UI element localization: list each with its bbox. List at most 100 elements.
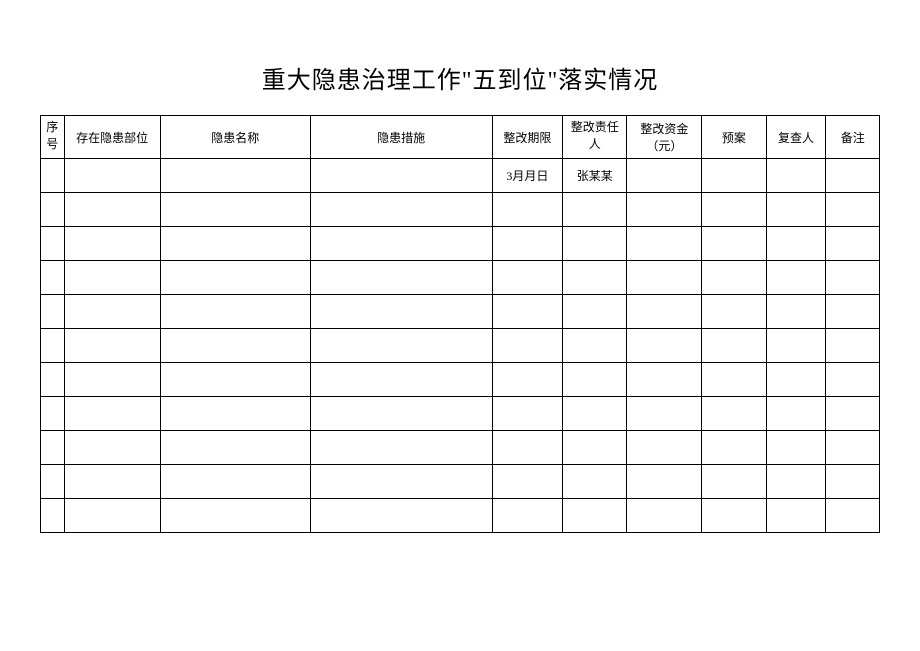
cell-person: 张某某 bbox=[563, 159, 627, 193]
cell-dept bbox=[64, 227, 160, 261]
cell-dept bbox=[64, 193, 160, 227]
table-row bbox=[41, 465, 880, 499]
cell-person bbox=[563, 431, 627, 465]
cell-measure bbox=[310, 499, 492, 533]
cell-person bbox=[563, 193, 627, 227]
cell-deadline bbox=[492, 227, 563, 261]
cell-dept bbox=[64, 295, 160, 329]
cell-fund bbox=[627, 227, 702, 261]
cell-remark bbox=[826, 431, 880, 465]
cell-dept bbox=[64, 159, 160, 193]
cell-reviewer bbox=[766, 159, 826, 193]
cell-measure bbox=[310, 329, 492, 363]
cell-name bbox=[160, 465, 310, 499]
table-header-row: 序号 存在隐患部位 隐患名称 隐患措施 整改期限 整改责任人 整改资金（元） 预… bbox=[41, 116, 880, 159]
cell-fund bbox=[627, 431, 702, 465]
cell-measure bbox=[310, 193, 492, 227]
cell-reviewer bbox=[766, 431, 826, 465]
cell-deadline bbox=[492, 397, 563, 431]
cell-reviewer bbox=[766, 227, 826, 261]
cell-fund bbox=[627, 261, 702, 295]
table-row bbox=[41, 329, 880, 363]
cell-deadline bbox=[492, 295, 563, 329]
cell-seq bbox=[41, 261, 65, 295]
cell-deadline bbox=[492, 329, 563, 363]
table-row: 3月月日张某某 bbox=[41, 159, 880, 193]
cell-dept bbox=[64, 363, 160, 397]
table-row bbox=[41, 193, 880, 227]
table-row bbox=[41, 499, 880, 533]
cell-remark bbox=[826, 193, 880, 227]
cell-seq bbox=[41, 193, 65, 227]
cell-fund bbox=[627, 329, 702, 363]
cell-deadline bbox=[492, 261, 563, 295]
table-row bbox=[41, 261, 880, 295]
cell-seq bbox=[41, 397, 65, 431]
page-title: 重大隐患治理工作"五到位"落实情况 bbox=[40, 60, 880, 95]
cell-fund bbox=[627, 295, 702, 329]
cell-dept bbox=[64, 465, 160, 499]
cell-person bbox=[563, 465, 627, 499]
header-person: 整改责任人 bbox=[563, 116, 627, 159]
table-row bbox=[41, 363, 880, 397]
header-measure: 隐患措施 bbox=[310, 116, 492, 159]
cell-dept bbox=[64, 431, 160, 465]
table-row bbox=[41, 397, 880, 431]
header-dept: 存在隐患部位 bbox=[64, 116, 160, 159]
cell-dept bbox=[64, 329, 160, 363]
header-fund: 整改资金（元） bbox=[627, 116, 702, 159]
cell-person bbox=[563, 227, 627, 261]
cell-deadline bbox=[492, 363, 563, 397]
cell-person bbox=[563, 329, 627, 363]
cell-measure bbox=[310, 431, 492, 465]
cell-person bbox=[563, 499, 627, 533]
table-row bbox=[41, 295, 880, 329]
cell-name bbox=[160, 295, 310, 329]
cell-measure bbox=[310, 363, 492, 397]
cell-plan bbox=[702, 261, 766, 295]
cell-plan bbox=[702, 193, 766, 227]
header-remark: 备注 bbox=[826, 116, 880, 159]
cell-deadline bbox=[492, 499, 563, 533]
cell-remark bbox=[826, 397, 880, 431]
header-deadline: 整改期限 bbox=[492, 116, 563, 159]
cell-name bbox=[160, 227, 310, 261]
cell-plan bbox=[702, 329, 766, 363]
cell-remark bbox=[826, 159, 880, 193]
cell-name bbox=[160, 363, 310, 397]
cell-reviewer bbox=[766, 329, 826, 363]
cell-person bbox=[563, 397, 627, 431]
cell-seq bbox=[41, 431, 65, 465]
cell-fund bbox=[627, 499, 702, 533]
cell-fund bbox=[627, 397, 702, 431]
cell-remark bbox=[826, 499, 880, 533]
cell-plan bbox=[702, 465, 766, 499]
cell-plan bbox=[702, 363, 766, 397]
cell-reviewer bbox=[766, 363, 826, 397]
cell-reviewer bbox=[766, 397, 826, 431]
cell-dept bbox=[64, 499, 160, 533]
cell-name bbox=[160, 499, 310, 533]
cell-dept bbox=[64, 261, 160, 295]
cell-seq bbox=[41, 295, 65, 329]
cell-remark bbox=[826, 465, 880, 499]
cell-remark bbox=[826, 295, 880, 329]
cell-plan bbox=[702, 227, 766, 261]
header-plan: 预案 bbox=[702, 116, 766, 159]
cell-fund bbox=[627, 363, 702, 397]
hazard-table: 序号 存在隐患部位 隐患名称 隐患措施 整改期限 整改责任人 整改资金（元） 预… bbox=[40, 115, 880, 533]
cell-plan bbox=[702, 397, 766, 431]
cell-deadline bbox=[492, 193, 563, 227]
cell-measure bbox=[310, 159, 492, 193]
cell-plan bbox=[702, 499, 766, 533]
cell-plan bbox=[702, 295, 766, 329]
cell-deadline bbox=[492, 431, 563, 465]
cell-seq bbox=[41, 227, 65, 261]
cell-remark bbox=[826, 261, 880, 295]
cell-measure bbox=[310, 261, 492, 295]
cell-name bbox=[160, 397, 310, 431]
cell-reviewer bbox=[766, 295, 826, 329]
header-seq: 序号 bbox=[41, 116, 65, 159]
cell-measure bbox=[310, 465, 492, 499]
table-row bbox=[41, 431, 880, 465]
